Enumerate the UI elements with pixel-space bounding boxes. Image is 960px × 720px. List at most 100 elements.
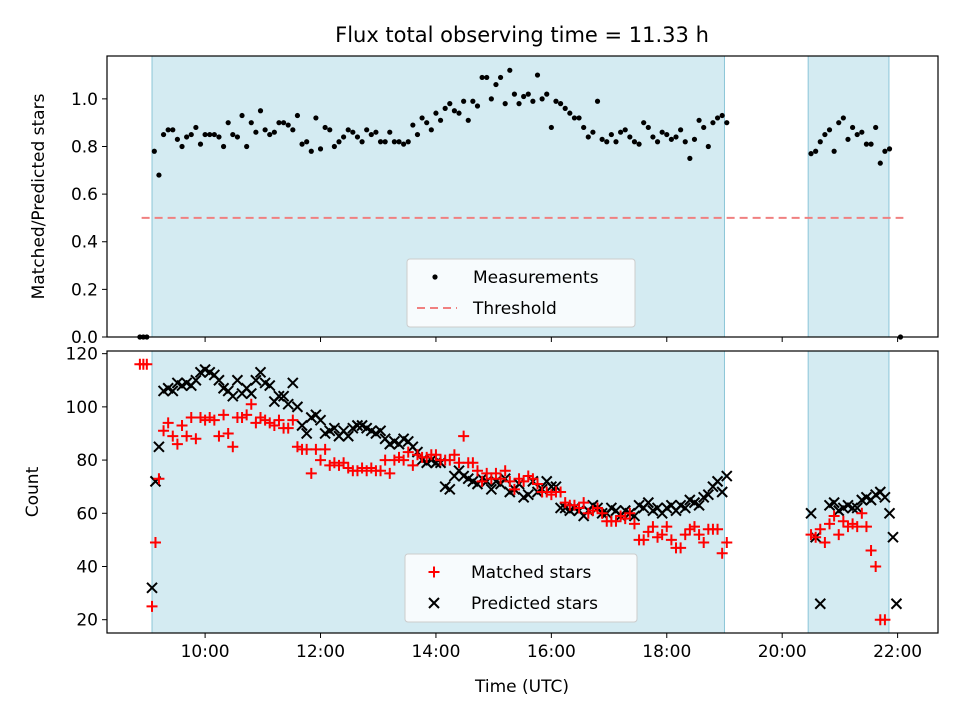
matched-star-point (208, 414, 220, 426)
matched-star-point (693, 529, 705, 541)
predicted-star-point (805, 507, 817, 519)
measurement-point (710, 120, 716, 126)
measurement-point (197, 141, 204, 147)
matched-star-point (810, 531, 822, 543)
top-y-axis-label: Matched/Predicted stars (29, 93, 49, 299)
matched-star-point (596, 507, 608, 519)
measurement-point (567, 110, 573, 116)
measurement-point (654, 139, 661, 145)
measurement-point (714, 115, 721, 121)
measurement-point (350, 129, 356, 135)
predicted-star-point (213, 374, 225, 386)
measurement-point (442, 105, 448, 111)
measurement-point (253, 129, 259, 135)
measurement-point (470, 98, 476, 104)
measurement-point (544, 91, 550, 97)
measurement-point (313, 115, 319, 121)
matched-star-point (305, 467, 317, 479)
predicted-star-point (264, 379, 276, 392)
y-tick-label-0-0: 0.0 (71, 328, 98, 348)
predicted-star-point (693, 499, 705, 512)
matched-star-point (222, 427, 234, 439)
measurement-point (230, 131, 236, 138)
matched-star-point (819, 537, 831, 549)
matched-star-point (688, 521, 700, 533)
matched-star-point (379, 454, 391, 466)
matched-star-point (273, 414, 285, 426)
measurement-point (705, 143, 711, 150)
matched-star-point (532, 478, 544, 490)
measurement-point (216, 134, 222, 140)
matched-star-point (319, 443, 331, 455)
measurement-point (151, 148, 157, 154)
measurement-point (257, 108, 264, 114)
predicted-star-point (153, 441, 165, 453)
measurement-point (719, 112, 725, 119)
y-tick-label-1-4: 100 (66, 398, 98, 418)
measurement-point (873, 124, 879, 131)
measurement-point (808, 151, 814, 157)
measurement-point (308, 148, 314, 154)
measurement-point (534, 72, 541, 78)
predicted-star-point (227, 390, 239, 402)
x-tick-label-6: 22:00 (873, 642, 922, 662)
measurement-point (886, 146, 893, 152)
measurement-point (488, 96, 494, 102)
measurement-point (327, 127, 333, 133)
y-tick-label-0-4: 0.8 (71, 137, 98, 157)
measurement-point (184, 134, 190, 140)
measurement-point (474, 103, 481, 109)
matched-star-point (716, 547, 728, 559)
measurement-point (285, 122, 291, 128)
predicted-star-point (814, 598, 826, 610)
measurement-point (539, 96, 545, 102)
measurement-point (267, 131, 273, 138)
matched-star-point (675, 542, 687, 554)
measurement-point (668, 136, 674, 142)
measurement-point (165, 127, 171, 133)
legend-1: Matched stars Predicted stars (404, 553, 638, 623)
measurement-point (645, 124, 651, 131)
measurement-point (849, 124, 856, 131)
predicted-star-point (887, 531, 899, 543)
measurement-point (854, 131, 860, 138)
matched-star-point (245, 398, 257, 410)
measurement-point (822, 131, 828, 138)
plot-frame-0 (106, 55, 939, 338)
measurement-point (220, 143, 227, 150)
measurement-point (613, 139, 619, 145)
measurement-point (317, 146, 324, 152)
matched-star-point (315, 454, 327, 466)
measurement-point (271, 129, 277, 135)
matched-star-point (879, 614, 891, 626)
predicted-star-point (254, 366, 267, 378)
legend-box (404, 553, 638, 623)
matched-star-point (185, 412, 197, 424)
legend-label-0: Measurements (473, 268, 599, 288)
y-tick-label-1-5: 120 (66, 345, 98, 365)
plot-frame-1 (106, 350, 939, 634)
measurement-point (618, 129, 624, 135)
measurement-point (290, 127, 296, 133)
predicted-star-point (314, 414, 327, 426)
measurement-point (207, 131, 213, 138)
matched-star-point (851, 521, 863, 533)
matched-star-point (190, 433, 202, 445)
bottom-y-axis-label: Count (23, 466, 43, 517)
matched-star-point (504, 475, 516, 487)
matched-star-point (282, 422, 294, 434)
matched-star-point (665, 534, 677, 546)
measurement-point (225, 120, 231, 126)
measurement-point (636, 141, 642, 147)
matched-star-point (384, 467, 396, 479)
measurement-point (364, 127, 370, 133)
predicted-star-point (554, 502, 567, 514)
predicted-star-point (300, 427, 313, 440)
measurement-point (836, 120, 842, 126)
matched-star-point (181, 430, 193, 442)
measurement-point (585, 134, 591, 140)
matched-star-point (638, 534, 650, 546)
legend-matched-marker (428, 566, 440, 578)
predicted-star-point (444, 483, 456, 496)
measurement-point (382, 139, 388, 145)
